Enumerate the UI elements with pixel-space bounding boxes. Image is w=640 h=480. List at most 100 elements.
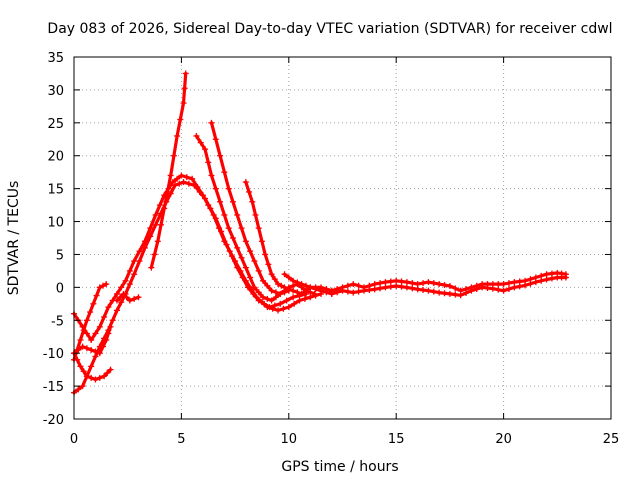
data-point	[298, 281, 305, 288]
data-point	[268, 271, 275, 278]
data-point	[80, 327, 87, 334]
data-point	[436, 281, 443, 288]
y-tick-label: 15	[47, 183, 64, 198]
data-point	[189, 175, 196, 182]
data-point	[393, 277, 400, 284]
data-point	[505, 280, 512, 287]
data-point	[350, 289, 357, 296]
data-point	[88, 363, 95, 370]
data-point	[285, 304, 292, 311]
data-point	[96, 323, 103, 330]
data-point	[136, 248, 143, 255]
data-point	[242, 179, 249, 186]
data-point	[275, 281, 282, 288]
data-point	[83, 330, 90, 337]
data-point	[118, 284, 125, 291]
data-point	[468, 287, 475, 294]
axis-ticks: 0 5 10 15 20 25 -20 -15 -10 -5 0 5 10 15 20 25 30 35	[43, 51, 620, 447]
data-point	[260, 294, 267, 301]
data-point	[255, 297, 262, 304]
data-point	[105, 330, 112, 337]
chart-title: Day 083 of 2026, Sidereal Day-to-day VTE…	[47, 21, 612, 37]
data-point	[366, 286, 373, 293]
data-point	[90, 300, 97, 307]
data-point	[294, 279, 301, 286]
data-point	[258, 238, 265, 245]
data-point	[131, 258, 138, 265]
data-point	[147, 233, 154, 240]
data-point	[311, 290, 318, 297]
data-point	[522, 282, 529, 289]
data-point	[409, 280, 416, 287]
series-track-12	[328, 274, 569, 299]
data-point	[117, 294, 124, 301]
data-point	[101, 313, 108, 320]
data-point	[118, 299, 125, 306]
data-point	[250, 290, 257, 297]
data-point	[260, 277, 267, 284]
y-tick-label: 20	[47, 150, 64, 165]
data-point	[225, 185, 232, 192]
x-tick-label: 15	[388, 432, 405, 447]
data-point	[371, 286, 378, 293]
data-point	[414, 286, 421, 293]
data-point	[207, 205, 214, 212]
data-point	[126, 281, 133, 288]
y-tick-label: 25	[47, 117, 64, 132]
data-point	[79, 343, 86, 350]
data-point	[223, 241, 230, 248]
data-point	[393, 283, 400, 290]
x-tick-label: 10	[281, 432, 298, 447]
data-point	[272, 289, 279, 296]
y-tick-label: -15	[43, 380, 64, 395]
data-point	[500, 287, 507, 294]
data-point	[202, 195, 209, 202]
data-point	[99, 282, 106, 289]
data-point	[495, 281, 502, 288]
data-point	[96, 374, 103, 381]
data-point	[185, 180, 192, 187]
data-point	[104, 369, 111, 376]
data-point	[473, 286, 480, 293]
data-point	[107, 366, 114, 373]
data-point	[398, 278, 405, 285]
series-track-8	[193, 132, 292, 304]
data-point	[103, 337, 110, 344]
data-point	[77, 337, 84, 344]
data-point	[255, 289, 262, 296]
data-point	[77, 363, 84, 370]
plot-frame	[73, 56, 612, 420]
y-tick-label: -5	[51, 314, 64, 329]
data-point	[281, 271, 288, 278]
data-point	[268, 287, 275, 294]
data-point	[505, 286, 512, 293]
data-point	[234, 211, 241, 218]
data-point	[452, 291, 459, 298]
data-point	[360, 287, 367, 294]
data-point	[229, 198, 236, 205]
data-point	[205, 159, 212, 166]
data-point	[457, 292, 464, 299]
data-point	[283, 297, 290, 304]
data-point	[275, 307, 282, 314]
data-point	[489, 285, 496, 292]
data-point	[382, 279, 389, 286]
data-point	[148, 264, 155, 271]
data-point	[307, 284, 314, 291]
data-point	[88, 337, 95, 344]
data-point	[543, 271, 550, 278]
data-point	[197, 139, 204, 146]
data-point	[318, 284, 325, 291]
data-point	[229, 235, 236, 241]
data-point	[238, 254, 245, 261]
series-track-6	[113, 290, 142, 304]
data-point	[355, 282, 362, 289]
series-line	[72, 173, 323, 342]
data-point	[344, 288, 351, 295]
data-point	[113, 307, 120, 314]
data-point	[178, 172, 185, 179]
data-point	[285, 286, 292, 293]
data-point	[446, 290, 453, 297]
y-tick-label: 0	[56, 281, 64, 296]
data-point	[403, 279, 410, 286]
